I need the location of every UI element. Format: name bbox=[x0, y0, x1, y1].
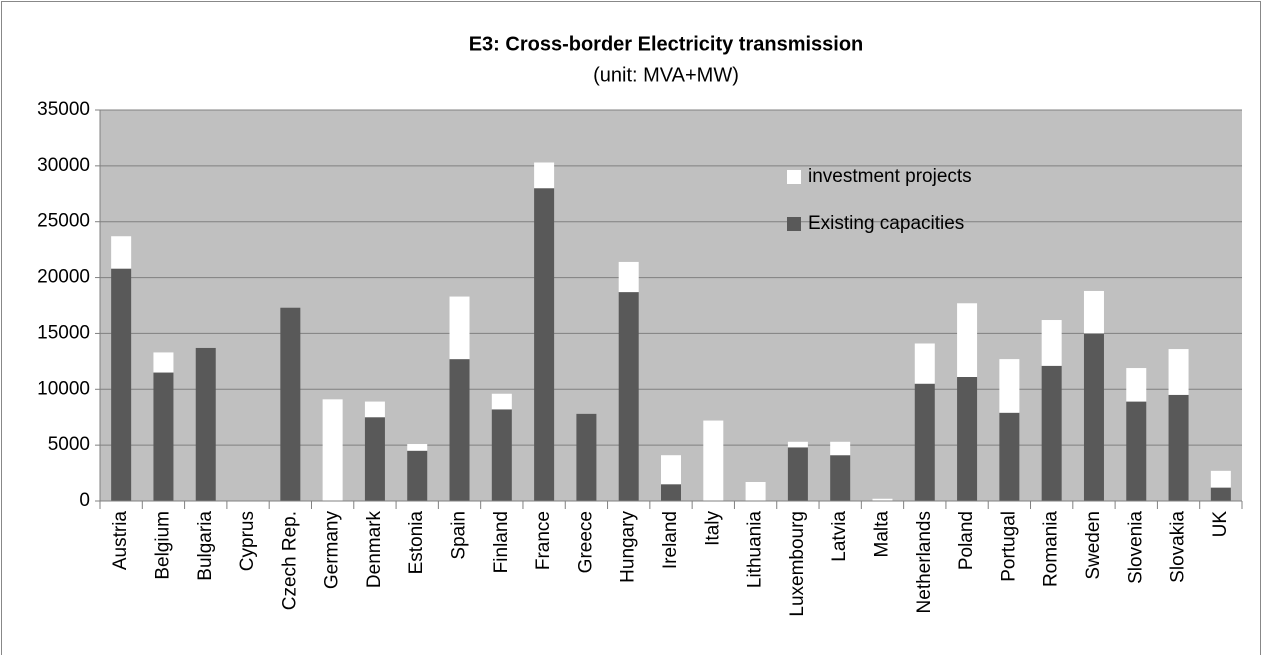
bar-segment bbox=[703, 420, 724, 501]
x-tick-label: Luxembourg bbox=[787, 511, 808, 617]
y-tick-label: 35000 bbox=[37, 99, 90, 120]
bar-segment bbox=[999, 412, 1020, 501]
x-tick-label: Romania bbox=[1041, 511, 1062, 587]
bar-segment bbox=[491, 393, 512, 410]
bar-segment bbox=[576, 413, 597, 501]
bar-segment bbox=[1210, 487, 1231, 501]
chart-subtitle: (unit: MVA+MW) bbox=[593, 64, 739, 86]
x-tick-label: UK bbox=[1210, 511, 1231, 538]
bar-segment bbox=[787, 441, 808, 448]
x-tick-label: Poland bbox=[956, 511, 977, 570]
bar-segment bbox=[1083, 333, 1104, 501]
y-tick-label: 25000 bbox=[37, 211, 90, 232]
x-tick-label: Italy bbox=[702, 511, 723, 546]
x-tick-label: Finland bbox=[491, 511, 512, 573]
bar-segment bbox=[1041, 320, 1062, 366]
x-tick-label: Malta bbox=[871, 511, 892, 558]
x-tick-label: Belgium bbox=[152, 511, 173, 580]
bar-segment bbox=[661, 484, 681, 501]
legend-swatch bbox=[787, 170, 801, 184]
x-tick-label: Slovakia bbox=[1168, 511, 1189, 583]
x-tick-label: Portugal bbox=[998, 511, 1019, 582]
bar-segment bbox=[153, 352, 174, 373]
x-tick-label: Cyprus bbox=[237, 511, 258, 571]
bar-segment bbox=[787, 447, 808, 501]
bar-segment bbox=[1083, 290, 1104, 334]
legend-label: Existing capacities bbox=[808, 213, 964, 234]
legend-label: investment projects bbox=[808, 166, 972, 187]
bar-segment bbox=[364, 401, 385, 418]
bar-segment bbox=[111, 268, 132, 501]
bar-segment bbox=[280, 307, 301, 501]
bar-segment bbox=[1168, 394, 1189, 501]
bar-segment bbox=[618, 261, 639, 293]
y-tick-label: 20000 bbox=[37, 267, 90, 288]
bar-segment bbox=[449, 296, 470, 360]
bar-segment bbox=[830, 455, 851, 501]
y-tick-label: 10000 bbox=[37, 378, 90, 399]
chart-title: E3: Cross-border Electricity transmissio… bbox=[469, 33, 864, 55]
plot-area bbox=[100, 110, 1242, 501]
x-tick-label: Estonia bbox=[406, 511, 427, 575]
x-tick-label: Netherlands bbox=[914, 511, 935, 613]
bar-segment bbox=[534, 162, 555, 189]
bar-segment bbox=[830, 441, 851, 456]
bar-segment bbox=[322, 399, 343, 501]
x-tick-label: France bbox=[533, 511, 554, 570]
bar-segment bbox=[449, 359, 470, 501]
bar-segment bbox=[1126, 368, 1147, 402]
y-tick-label: 30000 bbox=[37, 155, 90, 176]
x-tick-label: Spain bbox=[449, 511, 470, 560]
bar-segment bbox=[1041, 365, 1062, 501]
bar-segment bbox=[195, 347, 216, 501]
x-tick-label: Slovenia bbox=[1125, 511, 1146, 584]
bar-segment bbox=[872, 498, 893, 501]
bar-segment bbox=[661, 455, 681, 485]
x-tick-label: Bulgaria bbox=[195, 511, 216, 581]
x-tick-label: Greece bbox=[575, 511, 596, 573]
x-tick-label: Ireland bbox=[660, 511, 681, 569]
y-tick-label: 0 bbox=[79, 490, 90, 511]
bar-segment bbox=[534, 188, 555, 501]
bar-segment bbox=[1210, 470, 1231, 488]
x-tick-label: Czech Rep. bbox=[279, 511, 300, 610]
x-tick-label: Hungary bbox=[618, 511, 639, 583]
bar-segment bbox=[957, 376, 978, 501]
bar-segment bbox=[153, 372, 174, 501]
y-tick-label: 5000 bbox=[48, 434, 90, 455]
bar-segment bbox=[914, 343, 935, 384]
bar-segment bbox=[618, 292, 639, 501]
bar-segment bbox=[1126, 401, 1147, 501]
bar-segment bbox=[407, 444, 428, 451]
x-tick-label: Austria bbox=[110, 511, 131, 571]
bar-segment bbox=[364, 417, 385, 501]
bar-segment bbox=[491, 409, 512, 501]
x-tick-label: Sweden bbox=[1083, 511, 1104, 580]
x-tick-label: Denmark bbox=[364, 511, 385, 589]
bar-segment bbox=[957, 303, 978, 377]
bar-segment bbox=[914, 383, 935, 501]
x-tick-label: Lithuania bbox=[745, 511, 766, 589]
legend-swatch bbox=[787, 217, 801, 231]
x-tick-label: Latvia bbox=[829, 511, 850, 562]
bar-segment bbox=[1168, 349, 1189, 395]
bar-segment bbox=[745, 482, 766, 501]
bar-segment bbox=[111, 236, 132, 269]
bar-segment bbox=[407, 450, 428, 501]
y-tick-label: 15000 bbox=[37, 322, 90, 343]
bar-segment bbox=[999, 359, 1020, 413]
x-tick-label: Germany bbox=[322, 511, 343, 590]
